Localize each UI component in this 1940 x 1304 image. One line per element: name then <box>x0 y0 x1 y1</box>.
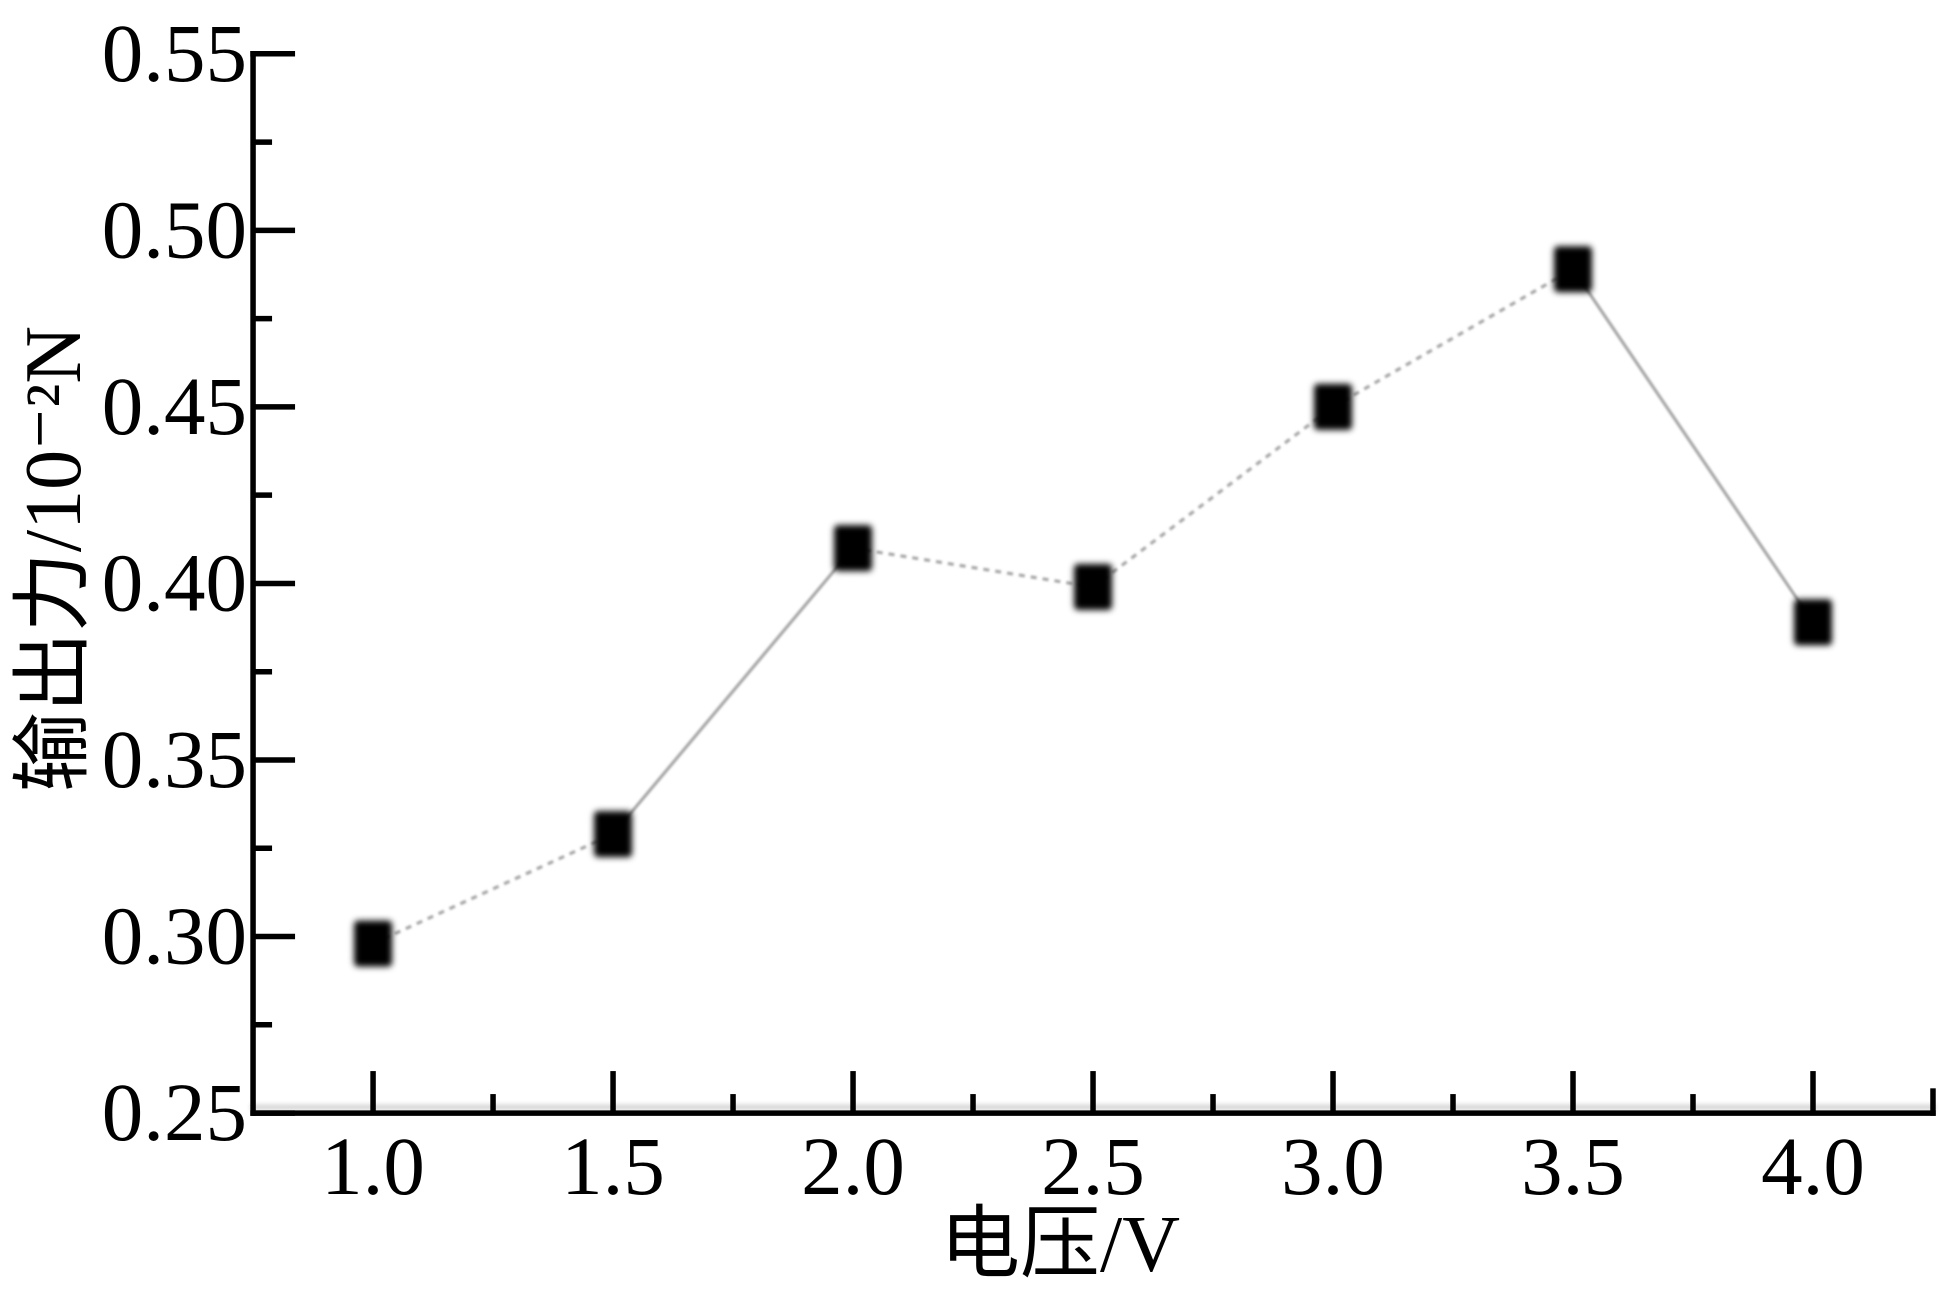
svg-text:0.30: 0.30 <box>102 890 247 982</box>
svg-text:3.0: 3.0 <box>1281 1120 1385 1212</box>
svg-text:0.55: 0.55 <box>102 7 247 99</box>
svg-text:3.5: 3.5 <box>1521 1120 1625 1212</box>
svg-text:电压/V: 电压/V <box>940 1201 1180 1289</box>
svg-text:0.40: 0.40 <box>102 536 247 628</box>
svg-text:2.5: 2.5 <box>1041 1120 1145 1212</box>
svg-text:0.25: 0.25 <box>102 1066 247 1158</box>
svg-text:输出力/10⁻²N: 输出力/10⁻²N <box>10 326 98 792</box>
svg-text:0.50: 0.50 <box>102 183 247 275</box>
svg-text:2.0: 2.0 <box>801 1120 905 1212</box>
svg-text:1.5: 1.5 <box>561 1120 665 1212</box>
svg-text:0.35: 0.35 <box>102 713 247 805</box>
svg-text:4.0: 4.0 <box>1761 1120 1865 1212</box>
svg-text:1.0: 1.0 <box>321 1120 425 1212</box>
svg-text:0.45: 0.45 <box>102 360 247 452</box>
